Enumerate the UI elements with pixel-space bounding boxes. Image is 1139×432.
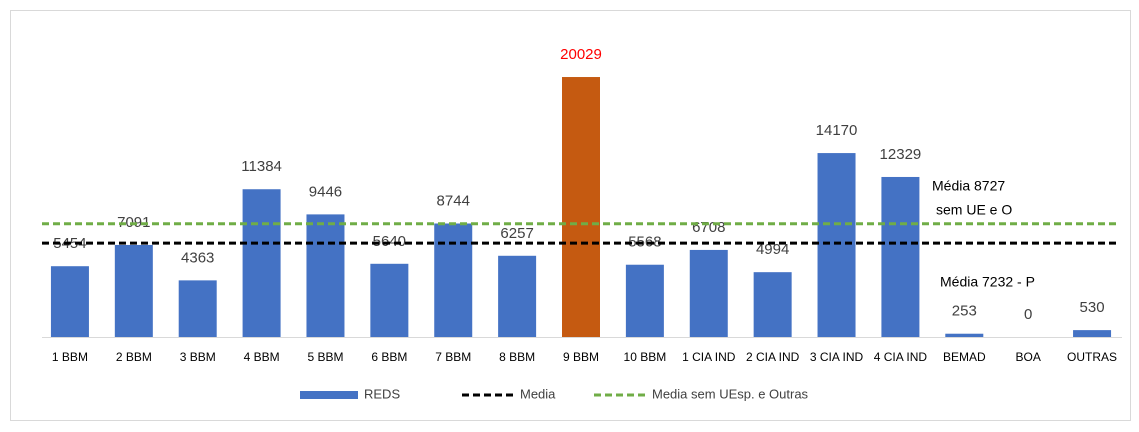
bar [50,266,89,337]
legend-label: Media sem UEsp. e Outras [652,386,809,401]
data-label: 253 [952,303,977,320]
legend-swatch [300,391,358,399]
data-label: 530 [1080,299,1105,316]
bar [370,263,409,337]
x-tick-label: 10 BBM [624,350,667,364]
x-tick-label: 6 BBM [371,350,407,364]
data-label: 6257 [500,225,533,242]
x-tick-label: 2 BBM [116,350,152,364]
data-label: 0 [1024,306,1032,323]
bar [562,77,600,337]
x-tick-label: OUTRAS [1067,350,1117,364]
data-label: 8744 [437,192,470,209]
x-tick-label: 3 BBM [180,350,216,364]
data-label: 20029 [560,46,602,63]
bar [178,280,217,337]
data-label: 11384 [241,158,282,175]
bar [881,176,920,337]
bar [498,255,537,337]
annotation: Média 8727 [932,178,1005,194]
bar [242,189,281,337]
x-tick-label: BEMAD [943,350,986,364]
x-tick-label: BOA [1016,350,1041,364]
x-tick-label: 1 CIA IND [682,350,736,364]
bar [114,244,153,337]
data-label: 6708 [692,219,725,236]
data-label: 5568 [628,234,661,251]
bar [945,333,984,337]
bar [817,153,856,337]
bar [306,214,345,337]
bar [625,264,664,337]
annotation: sem UE e O [936,202,1012,218]
x-tick-label: 4 CIA IND [874,350,928,364]
x-tick-label: 7 BBM [435,350,471,364]
bar [689,249,728,337]
data-label: 4363 [181,249,214,266]
x-tick-label: 8 BBM [499,350,535,364]
x-tick-label: 9 BBM [563,350,599,364]
data-label: 4994 [756,241,789,258]
x-tick-label: 1 BBM [52,350,88,364]
x-tick-label: 5 BBM [307,350,343,364]
data-label: 14170 [816,122,858,139]
bar [753,272,792,337]
bar [434,223,473,337]
annotation: Média 7232 - P [940,274,1035,290]
x-tick-label: 3 CIA IND [810,350,864,364]
data-label: 9446 [309,183,342,200]
x-tick-label: 2 CIA IND [746,350,800,364]
data-label: 12329 [880,146,922,163]
legend-label: Media [520,386,556,401]
legend-label: REDS [364,386,400,401]
x-tick-label: 4 BBM [244,350,280,364]
bar [1073,330,1112,337]
data-label: 5640 [373,233,406,250]
